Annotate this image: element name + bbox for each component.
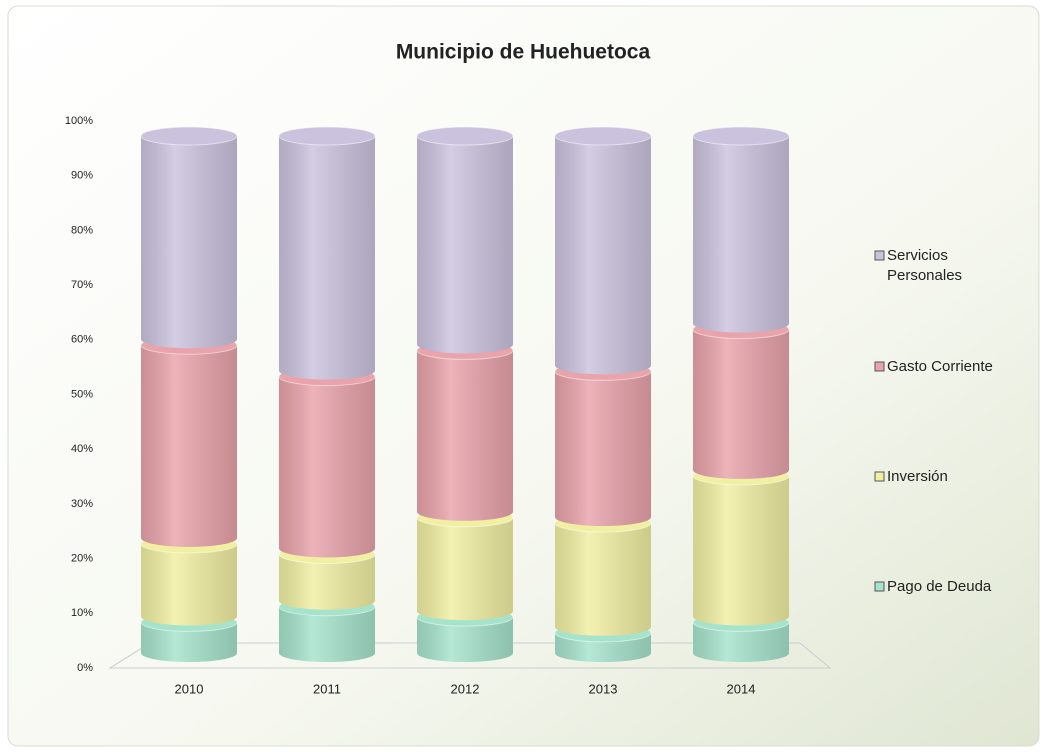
legend-label: Pago de Deuda: [887, 578, 992, 595]
cylinder-part: [554, 126, 652, 146]
cylinder-segment: [278, 126, 376, 380]
cylinder-part: [555, 523, 651, 636]
y-tick-label: 30%: [71, 498, 93, 510]
y-tick-label: 50%: [71, 388, 93, 400]
y-tick-label: 70%: [71, 279, 93, 291]
legend-swatch: [874, 471, 885, 482]
cylinder-segment: [140, 612, 238, 662]
cylinder-part: [693, 622, 789, 662]
cylinder-part: [555, 136, 651, 375]
y-tick-label: 100%: [65, 115, 93, 127]
x-tick-label: 2010: [175, 681, 204, 696]
x-tick-label: 2013: [589, 681, 618, 696]
y-tick-label: 20%: [71, 553, 93, 565]
cylinder-segment: [140, 126, 238, 349]
cylinder-part: [141, 622, 237, 662]
cylinder-segment: [554, 513, 652, 636]
legend-label: Servicios Personales: [887, 247, 962, 284]
chart-title: Municipio de Huehuetoca: [396, 41, 651, 64]
cylinder-part: [141, 136, 237, 349]
cylinder-part: [141, 345, 237, 547]
cylinder-part: [693, 475, 789, 626]
cylinder-part: [141, 543, 237, 626]
cylinder-part: [416, 126, 514, 146]
cylinder-segment: [692, 126, 790, 333]
legend-swatch: [874, 250, 885, 261]
cylinder-part: [693, 136, 789, 333]
cylinder-part: [555, 371, 651, 527]
legend-label: Gasto Corriente: [887, 358, 993, 375]
y-tick-label: 40%: [71, 443, 93, 455]
cylinder-segment: [278, 597, 376, 662]
x-tick-label: 2014: [727, 681, 756, 696]
cylinder-segment: [692, 466, 790, 626]
cylinder-part: [279, 606, 375, 662]
cylinder-part: [417, 517, 513, 621]
cylinder-segment: [554, 361, 652, 527]
cylinder-segment: [416, 340, 514, 521]
cylinder-part: [140, 126, 238, 146]
cylinder-part: [417, 136, 513, 354]
cylinder-segment: [416, 126, 514, 354]
cylinder-part: [417, 617, 513, 662]
cylinder-part: [692, 126, 790, 146]
cylinder-part: [693, 329, 789, 479]
cylinder-part: [279, 376, 375, 558]
y-tick-label: 90%: [71, 170, 93, 182]
cylinder-segment: [554, 126, 652, 375]
y-tick-label: 10%: [71, 607, 93, 619]
legend-swatch: [874, 581, 885, 592]
y-tick-label: 0%: [77, 662, 93, 674]
cylinder-part: [417, 350, 513, 521]
cylinder-segment: [278, 544, 376, 610]
cylinder-segment: [278, 367, 376, 558]
cylinder-part: [278, 126, 376, 146]
cylinder-segment: [692, 320, 790, 479]
cylinder-segment: [416, 508, 514, 621]
cylinder-part: [279, 136, 375, 380]
legend-swatch: [874, 361, 885, 372]
cylinder-part: [279, 554, 375, 610]
x-tick-label: 2012: [451, 681, 480, 696]
y-tick-label: 60%: [71, 334, 93, 346]
y-tick-label: 80%: [71, 224, 93, 236]
x-tick-label: 2011: [313, 681, 341, 696]
cylinder-segment: [140, 534, 238, 626]
cylinder-segment: [140, 335, 238, 547]
legend-label: Inversión: [887, 468, 948, 485]
